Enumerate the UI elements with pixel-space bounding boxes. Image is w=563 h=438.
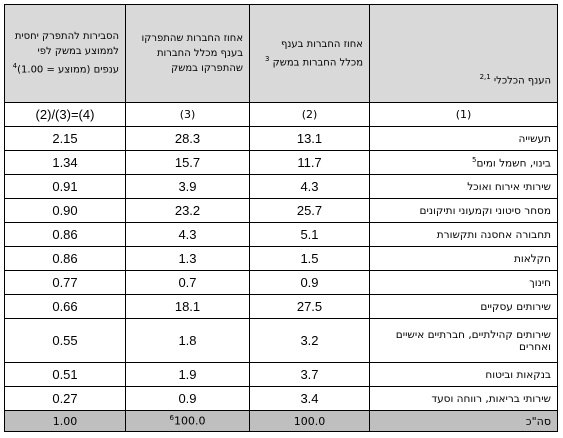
table-row: שירותים עסקיים 27.5 18.1 0.66 <box>4 294 558 319</box>
total-pct-all: 100.0 <box>249 410 370 432</box>
table-row: שירותי אירוח ואוכל 4.3 3.9 0.91 <box>4 174 558 199</box>
sector-cell: שירותי בריאות, רווחה וסעד <box>369 386 558 411</box>
pct-all-cell: 3.7 <box>249 362 370 387</box>
pct-all-cell: 4.3 <box>249 174 370 199</box>
table-row: מסחר סיטוני וקמעוני ותיקונים 25.7 23.2 0… <box>4 198 558 223</box>
total-ratio: 1.00 <box>4 410 126 432</box>
total-label: סה"כ <box>369 410 558 432</box>
ratio-cell: 0.77 <box>4 270 126 295</box>
pct-dissolved-cell: 1.9 <box>125 362 250 387</box>
col-number-1: (1) <box>369 102 558 127</box>
table-row: חקלאות 1.5 1.3 0.86 <box>4 246 558 271</box>
pct-all-cell: 27.5 <box>249 294 370 319</box>
header-share-dissolved-text: אחוז החברות שהתפרקו בענף מכלל החברות שהת… <box>141 33 243 74</box>
pct-all-cell: 25.7 <box>249 198 370 223</box>
sector-cell: תחבורה אחסנה ותקשורת <box>369 222 558 247</box>
header-share-companies: אחוז החברות בענף מכלל החברות במשק 3 <box>249 4 370 103</box>
pct-dissolved-cell: 3.9 <box>125 174 250 199</box>
total-pct-dissolved-sup: 6 <box>169 414 174 423</box>
sector-text: בינוי, חשמל ומים <box>476 157 551 170</box>
header-relative-probability: הסבירות להתפרק יחסית לממוצע במשק לפי ענפ… <box>4 4 126 103</box>
header-share-companies-text: אחוז החברות בענף מכלל החברות במשק <box>272 38 363 69</box>
pct-dissolved-cell: 15.7 <box>125 150 250 175</box>
ratio-cell: 0.55 <box>4 318 126 363</box>
sector-cell: שירותי אירוח ואוכל <box>369 174 558 199</box>
pct-all-cell: 3.2 <box>249 318 370 363</box>
total-pct-dissolved: 6100.0 <box>125 410 250 432</box>
table-row: שירותים קהילתיים, חברתיים אישיים ואחרים … <box>4 318 558 363</box>
ratio-cell: 0.91 <box>4 174 126 199</box>
col-number-2: (2) <box>249 102 370 127</box>
sector-cell: תעשייה <box>369 126 558 151</box>
pct-dissolved-cell: 1.8 <box>125 318 250 363</box>
sector-sup: 5 <box>471 155 477 164</box>
pct-dissolved-cell: 28.3 <box>125 126 250 151</box>
pct-all-cell: 0.9 <box>249 270 370 295</box>
pct-dissolved-cell: 0.7 <box>125 270 250 295</box>
table-row: תחבורה אחסנה ותקשורת 5.1 4.3 0.86 <box>4 222 558 247</box>
ratio-cell: 0.51 <box>4 362 126 387</box>
sector-cell: בינוי, חשמל ומים5 <box>369 150 558 175</box>
ratio-cell: 0.90 <box>4 198 126 223</box>
total-row: סה"כ 100.0 6100.0 1.00 <box>4 410 558 432</box>
header-relative-probability-text: הסבירות להתפרק יחסית לממוצע במשק לפי ענפ… <box>14 31 119 76</box>
pct-all-cell: 3.4 <box>249 386 370 411</box>
col-number-4: (4)=(3)/(2) <box>4 102 126 127</box>
header-sector: הענף הכלכלי 2,1 <box>369 4 558 103</box>
table-row: חינוך 0.9 0.7 0.77 <box>4 270 558 295</box>
pct-all-cell: 1.5 <box>249 246 370 271</box>
header-relative-probability-sup: 4 <box>12 62 18 71</box>
sector-cell: חינוך <box>369 270 558 295</box>
pct-all-cell: 13.1 <box>249 126 370 151</box>
sector-cell: מסחר סיטוני וקמעוני ותיקונים <box>369 198 558 223</box>
pct-dissolved-cell: 4.3 <box>125 222 250 247</box>
pct-all-cell: 11.7 <box>249 150 370 175</box>
column-number-row: (1) (2) (3) (4)=(3)/(2) <box>4 102 558 127</box>
pct-all-cell: 5.1 <box>249 222 370 247</box>
table-row: שירותי בריאות, רווחה וסעד 3.4 0.9 0.27 <box>4 386 558 411</box>
pct-dissolved-cell: 23.2 <box>125 198 250 223</box>
table-row: תעשייה 13.1 28.3 2.15 <box>4 126 558 151</box>
ratio-cell: 2.15 <box>4 126 126 151</box>
header-sector-sup: 2,1 <box>479 72 491 81</box>
ratio-cell: 0.86 <box>4 246 126 271</box>
pct-dissolved-cell: 18.1 <box>125 294 250 319</box>
total-pct-dissolved-value: 100.0 <box>173 414 206 428</box>
ratio-cell: 1.34 <box>4 150 126 175</box>
header-sector-text: הענף הכלכלי <box>493 75 551 86</box>
table-row: בינוי, חשמל ומים5 11.7 15.7 1.34 <box>4 150 558 175</box>
header-share-dissolved: אחוז החברות שהתפרקו בענף מכלל החברות שהת… <box>125 4 250 103</box>
ratio-cell: 0.66 <box>4 294 126 319</box>
ratio-cell: 0.27 <box>4 386 126 411</box>
header-row: הענף הכלכלי 2,1 אחוז החברות בענף מכלל הח… <box>4 4 558 103</box>
pct-dissolved-cell: 1.3 <box>125 246 250 271</box>
header-share-companies-sup: 3 <box>264 54 270 63</box>
ratio-cell: 0.86 <box>4 222 126 247</box>
sector-cell: שירותים עסקיים <box>369 294 558 319</box>
pct-dissolved-cell: 0.9 <box>125 386 250 411</box>
sector-cell: חקלאות <box>369 246 558 271</box>
sector-cell: בנקאות וביטוח <box>369 362 558 387</box>
col-number-3: (3) <box>125 102 250 127</box>
sector-cell: שירותים קהילתיים, חברתיים אישיים ואחרים <box>369 318 558 363</box>
sector-dissolution-table: הענף הכלכלי 2,1 אחוז החברות בענף מכלל הח… <box>4 4 558 432</box>
table-row: בנקאות וביטוח 3.7 1.9 0.51 <box>4 362 558 387</box>
